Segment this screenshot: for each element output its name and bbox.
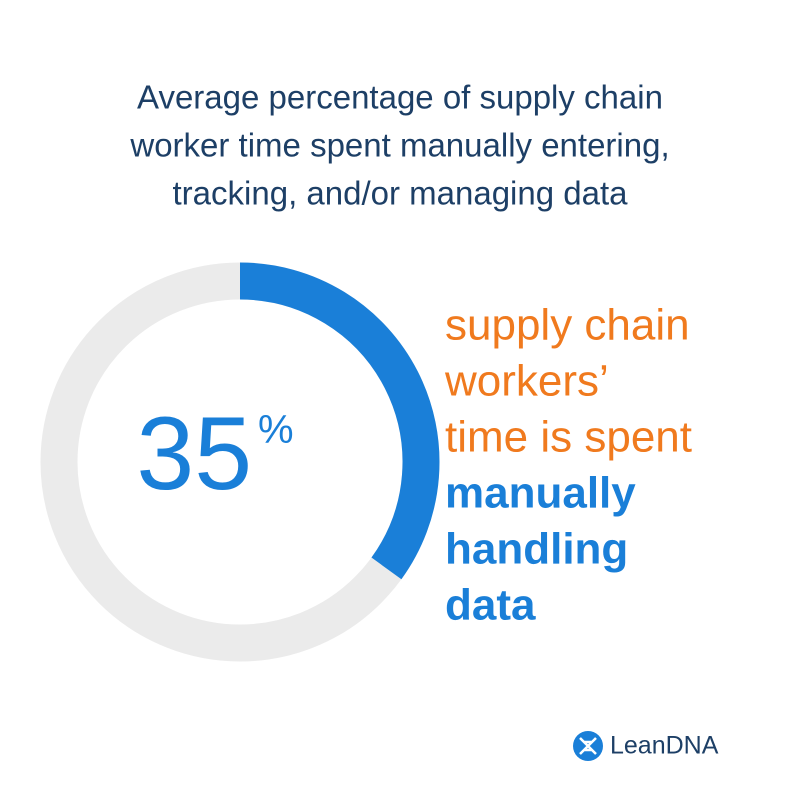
donut-segment	[239, 262, 440, 580]
emphasis-line: manually	[445, 469, 636, 518]
title-line: tracking, and/or managing data	[173, 175, 629, 212]
annotation-line: workers’	[444, 357, 609, 406]
logo-text: LeanDNA	[610, 732, 719, 760]
title-line: worker time spent manually entering,	[129, 127, 669, 164]
emphasis-line: handling	[445, 525, 628, 574]
logo: LeanDNA	[573, 731, 719, 761]
title-line: Average percentage of supply chain	[137, 79, 663, 116]
logo-icon-mark	[579, 737, 597, 755]
annotation-line: time is spent	[445, 413, 692, 462]
center-label: 35%	[136, 396, 293, 512]
annotation-line: supply chain	[445, 301, 690, 350]
emphasis-line: data	[445, 581, 536, 630]
